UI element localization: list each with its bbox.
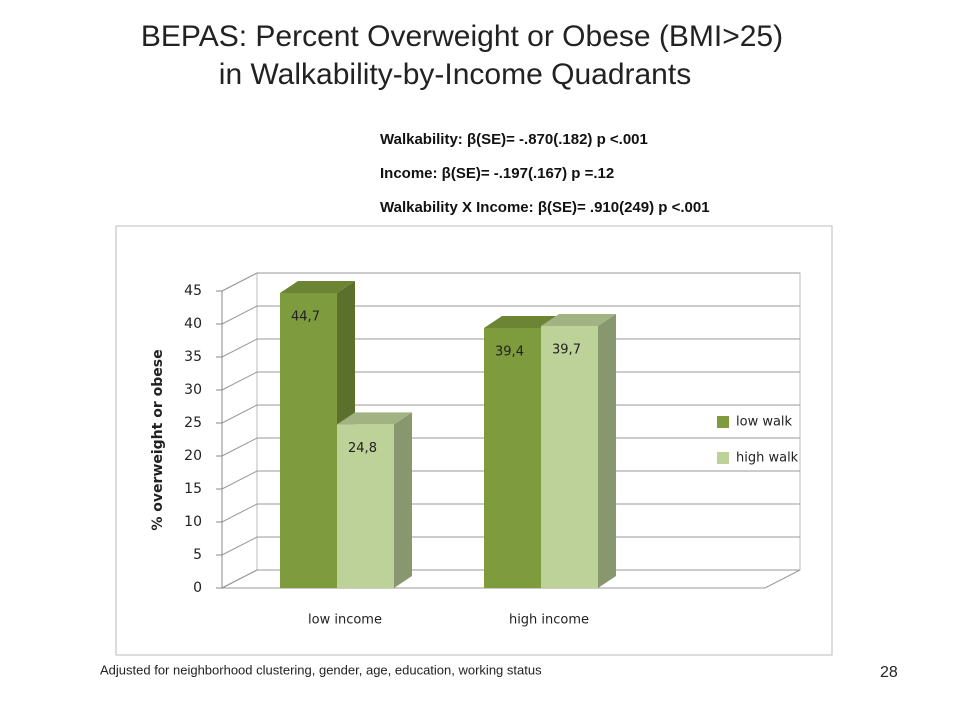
bar-side [394, 412, 412, 588]
bar [484, 327, 541, 588]
y-tick-label: 45 [184, 283, 202, 299]
y-tick-label: 10 [184, 514, 202, 530]
bar [337, 424, 394, 588]
y-tick-label: 40 [184, 316, 202, 332]
bar-side [598, 313, 616, 588]
data-label: 39,7 [552, 342, 581, 357]
bar-top [541, 313, 616, 326]
page-number: 28 [880, 664, 898, 681]
grid-line [221, 338, 800, 358]
data-label: 44,7 [291, 309, 320, 324]
grid-line [221, 404, 800, 424]
title-line: BEPAS: Percent Overweight or Obese (BMI>… [141, 20, 783, 53]
grid-line [221, 305, 800, 325]
grid-line [221, 503, 800, 523]
bar-top [280, 280, 355, 293]
bar-top [484, 315, 559, 328]
y-tick-label: 25 [184, 415, 202, 431]
title-line: in Walkability-by-Income Quadrants [219, 58, 691, 91]
grid-line [221, 536, 800, 556]
legend-swatch [717, 452, 729, 464]
legend-swatch [717, 416, 729, 428]
y-tick-label: 0 [193, 580, 202, 596]
annotation: Walkability: β(SE)= -.870(.182) p <.001 [380, 131, 648, 148]
legend-label: high walk [736, 451, 799, 466]
bar [280, 292, 337, 588]
bar [541, 325, 598, 588]
y-tick-label: 15 [184, 481, 202, 497]
annotation: Income: β(SE)= -.197(.167) p =.12 [380, 165, 614, 182]
grid-line [221, 569, 800, 589]
y-tick-label: 35 [184, 349, 202, 365]
grid-line [221, 272, 800, 292]
data-label: 39,4 [495, 344, 524, 359]
y-axis-label: % overweight or obese [150, 349, 166, 530]
grid-line [221, 437, 800, 457]
side-wall [221, 272, 258, 589]
grid-line [221, 470, 800, 490]
y-tick-label: 20 [184, 448, 202, 464]
annotation: Walkability X Income: β(SE)= .910(249) p… [380, 199, 710, 216]
x-tick-label: high income [509, 613, 589, 628]
footnote: Adjusted for neighborhood clustering, ge… [100, 662, 542, 677]
y-tick-label: 5 [193, 547, 202, 563]
bar-top [337, 412, 412, 425]
data-label: 24,8 [348, 441, 377, 456]
legend-label: low walk [736, 415, 793, 430]
grid-line [221, 371, 800, 391]
x-tick-label: low income [308, 613, 382, 628]
y-tick-label: 30 [184, 382, 202, 398]
